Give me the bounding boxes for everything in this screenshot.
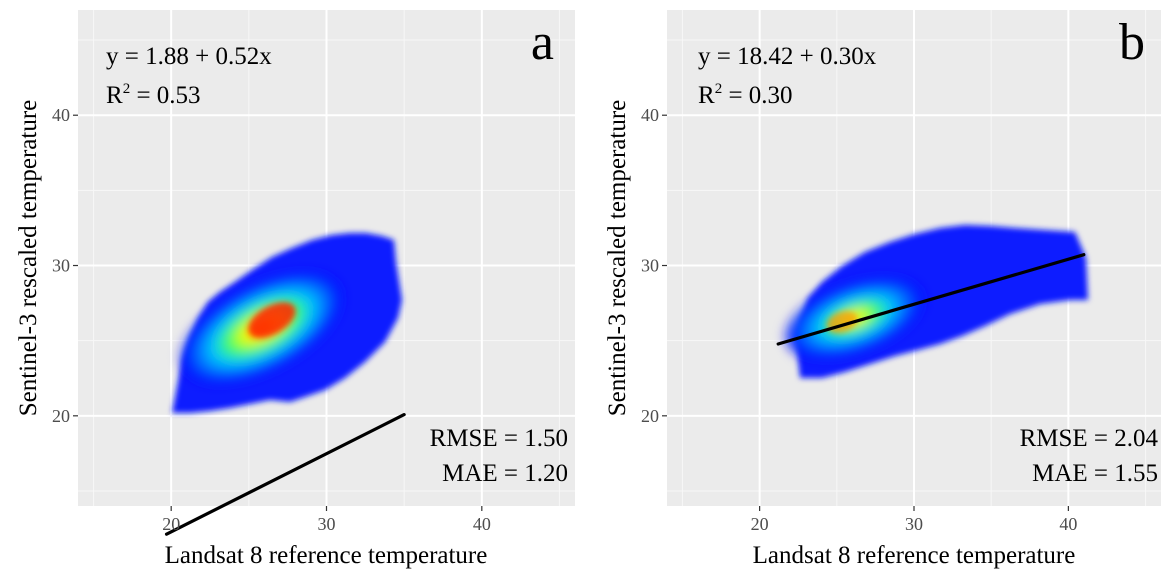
y-axis-title: Sentinel-3 rescaled temperature xyxy=(15,100,42,417)
mae-label: MAE = 1.55 xyxy=(1032,460,1158,487)
y-tick-label: 20 xyxy=(52,406,70,426)
x-tick-label: 20 xyxy=(751,514,769,534)
mae-label: MAE = 1.20 xyxy=(442,460,568,487)
equation-label: y = 1.88 + 0.52x xyxy=(106,43,272,70)
r-squared-value: = 0.30 xyxy=(722,82,792,109)
equation-label: y = 18.42 + 0.30x xyxy=(698,43,877,70)
y-axis-title: Sentinel-3 rescaled temperature xyxy=(604,100,631,417)
x-axis-title: Landsat 8 reference temperature xyxy=(165,542,488,569)
panel-letter: a xyxy=(531,14,554,71)
axis-ticks: 20 30 40 20 30 40 xyxy=(641,105,1077,534)
r-squared-value: = 0.53 xyxy=(130,82,200,109)
panel-b: 20 30 40 20 30 40 y = 18.42 + 0.30x R2 = 0.30… xyxy=(604,10,1161,569)
rmse-label: RMSE = 1.50 xyxy=(430,425,568,452)
y-tick-label: 40 xyxy=(52,105,70,125)
density-scatter xyxy=(786,225,1088,378)
y-tick-label: 20 xyxy=(641,406,659,426)
r-squared-prefix: R xyxy=(106,82,123,109)
r-squared-prefix: R xyxy=(698,82,715,109)
x-tick-label: 30 xyxy=(318,514,336,534)
r-squared-label: R2 = 0.53 xyxy=(106,81,201,109)
x-tick-label: 40 xyxy=(473,514,491,534)
axis-ticks: 20 30 40 20 30 40 xyxy=(52,105,491,534)
x-tick-label: 20 xyxy=(162,514,180,534)
x-axis-title: Landsat 8 reference temperature xyxy=(753,542,1076,569)
scatter-hotspot xyxy=(248,302,296,338)
y-tick-label: 40 xyxy=(641,105,659,125)
regression-line xyxy=(776,253,1086,346)
regression-line xyxy=(164,413,406,536)
r-squared-superscript: 2 xyxy=(715,81,723,97)
panel-letter: b xyxy=(1119,14,1145,71)
x-tick-label: 40 xyxy=(1059,514,1077,534)
y-tick-label: 30 xyxy=(641,256,659,276)
r-squared-superscript: 2 xyxy=(123,81,131,97)
rmse-label: RMSE = 2.04 xyxy=(1020,425,1159,452)
r-squared-label: R2 = 0.30 xyxy=(698,81,793,109)
y-tick-label: 30 xyxy=(52,256,70,276)
x-tick-label: 30 xyxy=(905,514,923,534)
density-scatter xyxy=(172,233,402,413)
